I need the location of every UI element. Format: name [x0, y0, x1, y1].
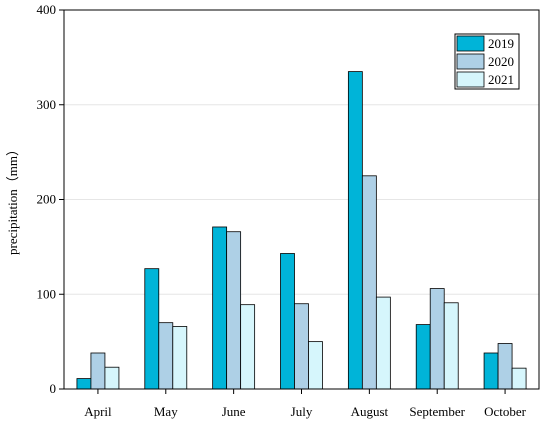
x-tick-label-august: August — [351, 404, 389, 419]
bar-2021-august — [375, 296, 391, 390]
x-tick-label-june: June — [222, 404, 246, 419]
bar-2019-september — [415, 324, 431, 390]
ticks: 0 100 200 300 400 April May June July August Septe… — [37, 2, 527, 419]
legend-swatch-2019 — [456, 35, 485, 52]
x-tick-label-october: October — [484, 404, 527, 419]
x-tick-label-may: May — [154, 404, 178, 419]
legend-label-2019: 2019 — [488, 36, 514, 51]
bar-2020-august — [361, 175, 377, 390]
bar-2021-june — [240, 304, 256, 390]
y-tick-label: 400 — [37, 2, 57, 17]
bar-2020-july — [294, 303, 309, 390]
bar-2019-august — [347, 71, 363, 390]
bar-2020-october — [497, 343, 513, 390]
x-tick-label-july: July — [291, 404, 313, 419]
legend-swatch-2020 — [456, 53, 485, 70]
bar-2021-october — [511, 367, 527, 390]
y-tick-label: 200 — [37, 192, 57, 207]
bar-2021-may — [172, 326, 188, 390]
bar-2020-may — [158, 322, 174, 390]
bar-2019-june — [212, 226, 228, 390]
x-tick-label-april: April — [84, 404, 112, 419]
y-tick-label: 100 — [37, 286, 57, 301]
y-tick-label: 300 — [37, 97, 57, 112]
bar-2019-october — [483, 352, 499, 390]
bar-2019-july — [280, 253, 295, 390]
bar-2020-september — [429, 288, 445, 390]
legend-label-2020: 2020 — [488, 54, 514, 69]
x-tick-label-september: September — [409, 404, 465, 419]
y-axis-title: precipitation（mm） — [5, 143, 20, 255]
bars — [76, 71, 527, 390]
legend: 2019 2020 2021 — [454, 33, 520, 90]
legend-swatch-2021 — [456, 71, 485, 88]
legend-label-2021: 2021 — [488, 72, 514, 87]
gridlines — [64, 104, 539, 295]
bar-2020-june — [226, 231, 242, 390]
bar-2020-april — [90, 352, 106, 390]
bar-2021-april — [104, 366, 120, 390]
y-tick-label: 0 — [50, 381, 57, 396]
bar-2019-may — [144, 268, 160, 390]
bar-2021-september — [443, 302, 459, 390]
bar-2019-april — [76, 378, 92, 390]
bar-2021-july — [308, 341, 323, 390]
